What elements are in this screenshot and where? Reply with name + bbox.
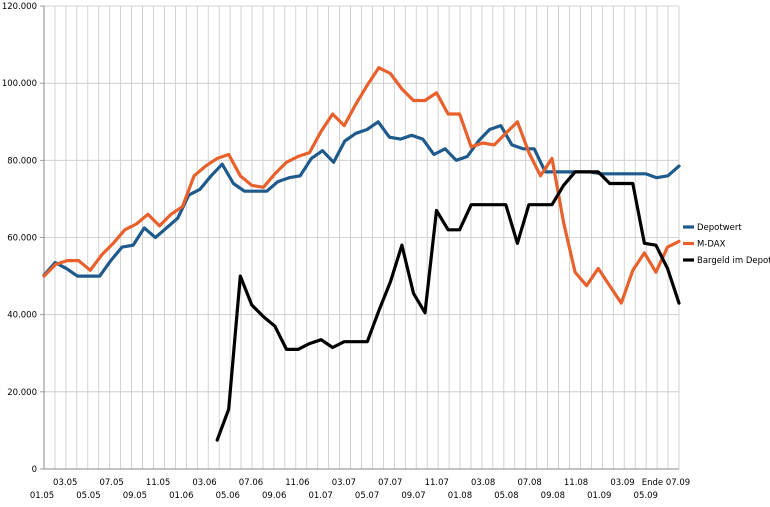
- x-tick-label: Ende 07.09: [642, 478, 690, 488]
- x-tick-label: 01.08: [448, 491, 472, 501]
- grid-layer: [43, 5, 680, 470]
- y-tick-label: 80.000: [7, 156, 37, 166]
- x-tick-label: 05.08: [494, 491, 518, 501]
- legend-label-2: Bargeld im Depot: [697, 256, 770, 266]
- x-tick-label: 09.08: [541, 491, 565, 501]
- x-tick-label: 07.06: [239, 478, 263, 488]
- x-tick-label: 11.07: [425, 478, 449, 488]
- x-tick-label: 07.07: [378, 478, 402, 488]
- y-tick-label: 40.000: [7, 311, 37, 321]
- x-tick-label: 09.06: [262, 491, 286, 501]
- x-tick-label: 05.09: [634, 491, 658, 501]
- x-tick-label: 07.08: [517, 478, 541, 488]
- x-tick-label: 05.07: [355, 491, 379, 501]
- y-tick-label: 60.000: [7, 234, 37, 244]
- x-tick-label: 01.06: [169, 491, 193, 501]
- y-tick-label: 20.000: [7, 388, 37, 398]
- x-tick-label: 03.09: [610, 478, 634, 488]
- legend: Depotwert M-DAX Bargeld im Depot: [683, 223, 770, 266]
- legend-label-0: Depotwert: [697, 223, 742, 233]
- x-tick-label: 11.08: [564, 478, 588, 488]
- x-tick-label: 03.06: [192, 478, 216, 488]
- y-tick-label: 120.000: [2, 2, 37, 12]
- x-tick-label: 01.07: [308, 491, 332, 501]
- x-tick-label: 05.05: [76, 491, 100, 501]
- x-tick-label: 03.08: [471, 478, 495, 488]
- x-tick-label: 07.05: [99, 478, 123, 488]
- x-tick-label: 01.09: [587, 491, 611, 501]
- axis-layer: 0 20.000 40.000 60.000 80.000 100.000 120.000 0…: [2, 2, 690, 501]
- series-line-1: [42, 66, 681, 305]
- legend-label-1: M-DAX: [697, 240, 726, 250]
- x-tick-label: 09.07: [401, 491, 425, 501]
- x-tick-label: 03.05: [53, 478, 77, 488]
- series-layer: [42, 66, 681, 442]
- x-tick-label: 03.07: [332, 478, 356, 488]
- y-tick-label: 100.000: [2, 79, 37, 89]
- series-line-2: [215, 170, 681, 442]
- x-tick-label: 11.05: [146, 478, 170, 488]
- x-tick-label: 01.05: [30, 491, 54, 501]
- y-tick-label: 0: [32, 465, 37, 475]
- x-tick-label: 09.05: [123, 491, 147, 501]
- x-tick-label: 11.06: [285, 478, 309, 488]
- x-tick-label: 05.06: [216, 491, 240, 501]
